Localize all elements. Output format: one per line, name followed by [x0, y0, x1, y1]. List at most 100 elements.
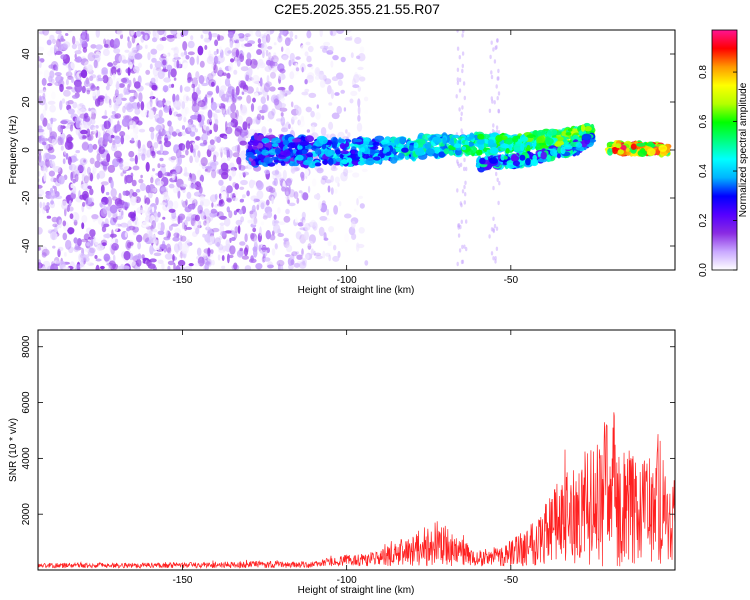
- spectrogram-noise-blob: [356, 243, 365, 249]
- spectrogram-noise-blob: [108, 263, 111, 270]
- spectrogram-noise-blob: [305, 252, 313, 260]
- spectrogram-noise-blob: [294, 34, 298, 40]
- spectrogram-noise-blob: [179, 84, 183, 93]
- spectrogram-noise-blob: [133, 91, 138, 100]
- spectrogram-signal-blob: [636, 142, 646, 147]
- spectrogram-signal-blob: [461, 146, 467, 151]
- spectrogram-signal-blob: [453, 143, 462, 148]
- spectrogram-noise-blob: [86, 166, 91, 175]
- spectrogram-noise-blob: [359, 203, 365, 209]
- spectrogram-signal-blob: [495, 134, 503, 143]
- spectrogram-noise-blob: [100, 265, 105, 270]
- spectrogram-noise-blob: [38, 46, 45, 52]
- spectrogram-noise-blob: [91, 54, 100, 59]
- snr-x-tick-label: -100: [337, 575, 357, 586]
- spectrogram-noise-blob: [136, 44, 140, 55]
- spectrogram-stripe-blob: [462, 81, 466, 86]
- spectrogram-noise-blob: [190, 144, 194, 153]
- spectrogram-noise-blob: [336, 105, 343, 115]
- snr-x-ticks: -150 -100 -50: [172, 330, 518, 586]
- spectrogram-noise-blob: [79, 253, 87, 259]
- spectrogram-stripe-blob: [497, 68, 500, 74]
- spectrogram-noise-blob: [105, 85, 110, 91]
- spectrogram-noise-blob: [170, 30, 178, 35]
- spectrogram-noise-blob: [266, 75, 270, 83]
- spectrogram-signal-blob: [476, 149, 483, 156]
- spectrogram-noise-blob: [38, 135, 42, 142]
- spectrogram-noise-blob: [225, 126, 233, 135]
- spectrogram-noise-blob: [262, 248, 268, 257]
- spectrogram-noise-blob: [82, 47, 88, 53]
- spectrogram-signal-blob: [322, 159, 328, 165]
- colorbar-tick-label: 0.0: [698, 263, 709, 277]
- spectrogram-noise-blob: [101, 115, 108, 119]
- spectrogram-noise-blob: [328, 121, 334, 130]
- spectrogram-noise-blob: [270, 174, 276, 179]
- spectrogram-signal-blob: [408, 144, 414, 152]
- spectrogram-noise-blob: [270, 71, 276, 79]
- spectrogram-stripe-blob: [498, 181, 501, 186]
- spectrogram-noise-blob: [39, 61, 42, 68]
- spectrogram-noise-blob: [318, 201, 322, 210]
- spectrogram-noise-blob: [319, 202, 328, 213]
- spectrogram-noise-blob: [240, 66, 249, 72]
- spectrogram-noise-blob: [280, 264, 284, 270]
- spectrogram-noise-blob: [55, 75, 63, 84]
- spectrogram-noise-blob: [228, 162, 235, 170]
- spectrogram-noise-blob: [150, 131, 155, 140]
- spectrogram-noise-blob: [219, 107, 226, 114]
- spectrogram-noise-blob: [188, 263, 194, 267]
- spectrogram-noise-blob: [249, 30, 253, 37]
- spectrogram-stripe-blob: [461, 33, 464, 38]
- spectrogram-noise-blob: [106, 33, 115, 38]
- spectrogram-signal-blob: [520, 143, 525, 152]
- spectrogram-noise-blob: [119, 163, 124, 168]
- spectrogram-noise-blob: [49, 187, 54, 194]
- spectrogram-noise-blob: [314, 67, 321, 76]
- spectrogram-noise-blob: [81, 215, 88, 223]
- spectrogram-noise-blob: [198, 75, 205, 84]
- spectrogram-noise-blob: [81, 135, 87, 139]
- spectrogram-noise-blob: [81, 222, 85, 230]
- spectrogram-signal-blob: [353, 138, 363, 143]
- spectrogram-stripe-blob: [490, 96, 493, 101]
- spectrogram-noise-blob: [81, 30, 86, 39]
- spectrogram-noise-blob: [140, 101, 145, 111]
- spectrogram-noise-blob: [100, 184, 105, 194]
- spectrogram-noise-blob: [216, 103, 222, 107]
- spectrogram-noise-blob: [89, 172, 94, 182]
- spectrogram-noise-blob: [79, 124, 84, 129]
- colorbar-tick-label: 0.2: [698, 213, 709, 227]
- spectrogram-noise-blob: [92, 143, 98, 150]
- spectrogram-noise-blob: [89, 188, 94, 196]
- spectrogram-noise-blob: [220, 231, 227, 237]
- spectrogram-noise-blob: [252, 227, 257, 233]
- spectrogram-noise-blob: [68, 163, 77, 172]
- spectrogram-noise-blob: [131, 47, 137, 54]
- spectrogram-noise-blob: [70, 60, 78, 70]
- spectrogram-noise-blob: [178, 143, 186, 151]
- spectrogram-noise-blob: [175, 163, 181, 173]
- spectrogram-signal-blob: [339, 153, 344, 159]
- spectrogram-noise-blob: [172, 185, 179, 194]
- spectrogram-noise-blob: [38, 246, 42, 251]
- spectrogram-noise-blob: [187, 203, 196, 210]
- spectrogram-noise-blob: [197, 111, 205, 115]
- spectrogram-noise-blob: [97, 74, 102, 79]
- spectrogram-noise-blob: [259, 34, 267, 39]
- spectrogram-noise-blob: [250, 103, 255, 112]
- spectrogram-noise-blob: [246, 71, 250, 75]
- spectrogram-noise-blob: [121, 214, 127, 222]
- spectrogram-noise-blob: [172, 253, 175, 262]
- spectrogram-noise-blob: [327, 185, 331, 193]
- spectrogram-noise-blob: [227, 86, 236, 95]
- spectrogram-noise-blob: [96, 173, 100, 180]
- spectrogram-noise-blob: [190, 114, 198, 120]
- spectrogram-signal-blob: [264, 143, 273, 148]
- spectrogram-noise-blob: [75, 56, 82, 63]
- spectrogram-noise-blob: [214, 136, 218, 142]
- spectrogram-signal-blob: [500, 154, 505, 161]
- spectrogram-noise-blob: [167, 120, 172, 127]
- spectrogram-noise-blob: [190, 183, 197, 189]
- spectrogram-noise-blob: [208, 177, 214, 181]
